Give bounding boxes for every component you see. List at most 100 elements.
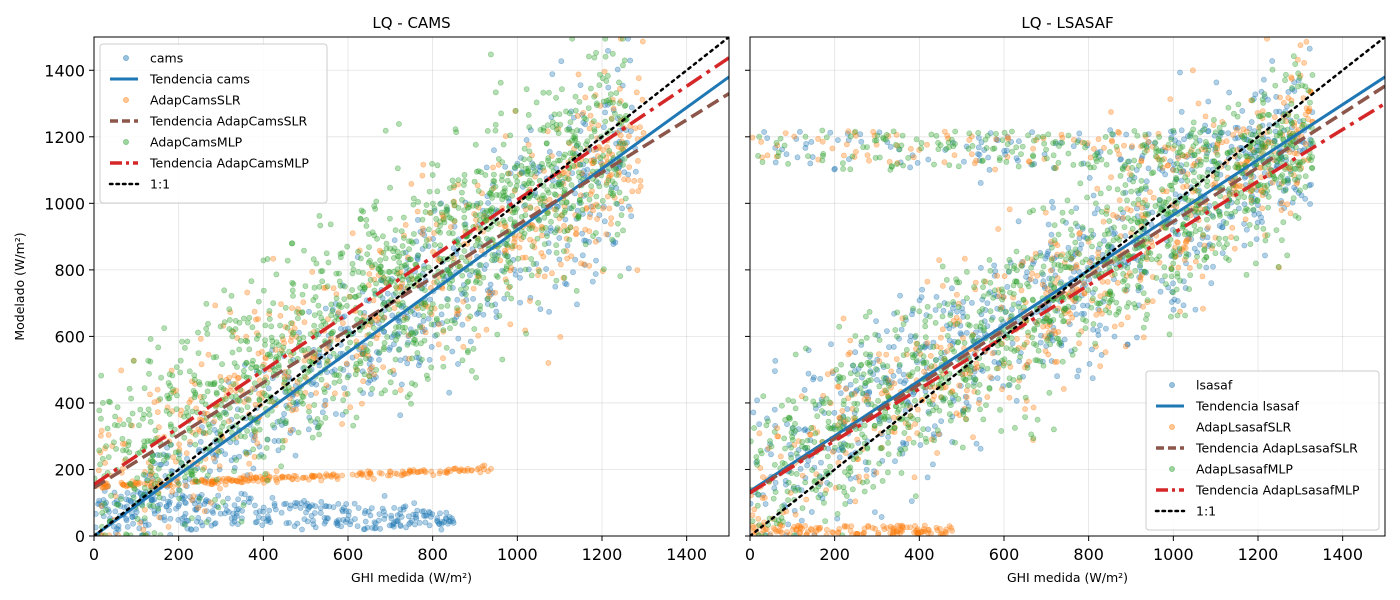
scatter-point <box>483 164 490 171</box>
x-tick-label: 1000 <box>497 545 538 564</box>
scatter-point <box>193 478 199 485</box>
scatter-point <box>331 371 338 378</box>
scatter-point <box>402 221 409 228</box>
scatter-point <box>548 114 555 120</box>
scatter-point <box>1080 280 1087 287</box>
scatter-point <box>422 301 429 307</box>
scatter-point <box>210 420 216 426</box>
scatter-point <box>422 519 429 526</box>
scatter-point <box>502 222 509 229</box>
scatter-point <box>110 523 117 530</box>
scatter-point <box>579 206 586 213</box>
scatter-point <box>528 171 534 178</box>
scatter-point <box>244 472 251 479</box>
scatter-point <box>229 333 236 340</box>
scatter-point <box>368 356 374 363</box>
scatter-point <box>807 160 814 167</box>
scatter-point <box>246 460 253 467</box>
scatter-point <box>314 416 321 422</box>
scatter-point <box>450 199 457 205</box>
scatter-point <box>173 387 179 394</box>
scatter-point <box>507 283 513 290</box>
scatter-point <box>860 530 867 536</box>
scatter-point <box>345 325 351 332</box>
scatter-point <box>544 122 551 128</box>
scatter-point <box>289 320 296 327</box>
scatter-point <box>265 515 272 522</box>
scatter-point <box>601 218 608 225</box>
scatter-point <box>493 314 500 320</box>
scatter-point <box>286 474 293 481</box>
scatter-point <box>572 133 578 140</box>
scatter-point <box>352 364 359 370</box>
scatter-point <box>136 525 143 532</box>
scatter-point <box>783 151 790 158</box>
scatter-point <box>266 473 273 480</box>
scatter-point <box>764 135 771 141</box>
scatter-point <box>1307 201 1313 207</box>
scatter-point <box>511 164 518 171</box>
scatter-point <box>310 473 317 480</box>
scatter-point <box>455 335 462 342</box>
scatter-point <box>386 346 393 353</box>
scatter-point <box>1103 325 1109 332</box>
scatter-point <box>890 128 897 135</box>
scatter-point <box>289 331 296 337</box>
scatter-point <box>484 296 491 303</box>
scatter-point <box>273 339 280 345</box>
scatter-point <box>241 398 248 405</box>
scatter-point <box>431 205 438 212</box>
scatter-point <box>1054 373 1060 380</box>
scatter-point <box>483 217 490 223</box>
scatter-point <box>475 272 482 279</box>
scatter-point <box>441 219 448 226</box>
scatter-point <box>237 478 244 485</box>
scatter-point <box>457 286 464 293</box>
scatter-point <box>449 177 456 184</box>
scatter-point <box>191 500 198 507</box>
scatter-point <box>251 433 258 439</box>
scatter-point <box>505 257 512 264</box>
scatter-point <box>529 160 536 167</box>
scatter-point <box>560 274 567 281</box>
scatter-point <box>270 300 277 307</box>
scatter-point <box>175 481 181 488</box>
scatter-point <box>339 282 346 289</box>
scatter-point <box>514 178 521 185</box>
scatter-point <box>414 507 421 514</box>
scatter-point <box>401 262 408 269</box>
scatter-point <box>491 257 498 264</box>
scatter-point <box>1004 283 1011 290</box>
scatter-point <box>266 507 273 514</box>
scatter-point <box>811 439 818 445</box>
scatter-point <box>99 503 105 510</box>
scatter-point <box>301 347 308 353</box>
scatter-point <box>255 298 262 305</box>
scatter-point <box>1075 367 1082 374</box>
scatter-point <box>1225 130 1231 136</box>
scatter-point <box>760 474 766 480</box>
scatter-point <box>318 420 324 426</box>
scatter-point <box>491 147 497 154</box>
scatter-point <box>446 514 453 520</box>
scatter-point <box>266 474 273 481</box>
scatter-point <box>291 472 297 479</box>
scatter-point <box>122 441 128 447</box>
scatter-point <box>408 238 415 245</box>
scatter-point <box>284 405 291 411</box>
scatter-point <box>521 203 527 210</box>
scatter-point <box>116 416 123 423</box>
scatter-point <box>574 207 581 214</box>
scatter-point <box>1067 310 1073 317</box>
scatter-point <box>592 230 599 236</box>
scatter-point <box>569 37 576 42</box>
scatter-point <box>477 200 484 207</box>
scatter-point <box>809 467 816 473</box>
scatter-point <box>1047 267 1054 274</box>
scatter-point <box>365 231 372 237</box>
scatter-point <box>377 263 384 270</box>
scatter-point <box>424 303 431 310</box>
scatter-point <box>434 188 441 195</box>
scatter-point <box>1242 216 1249 223</box>
scatter-point <box>1116 197 1123 204</box>
